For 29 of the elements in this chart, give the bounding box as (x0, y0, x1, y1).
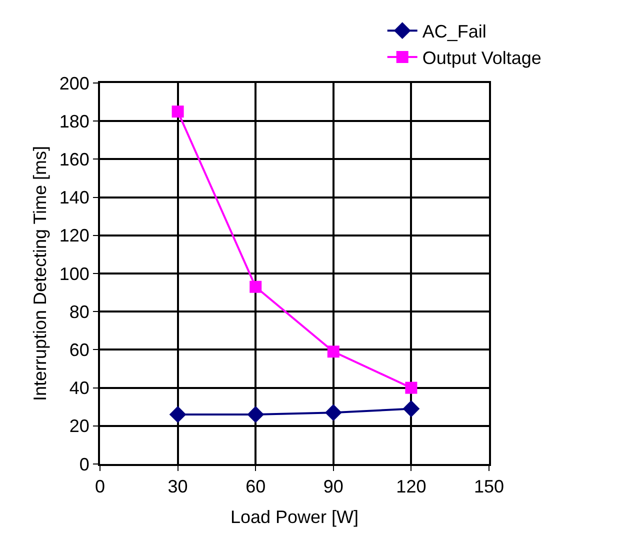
x-tick-label: 90 (323, 476, 344, 497)
point (172, 106, 184, 118)
point (250, 280, 262, 293)
legend-label: AC_Fail (422, 22, 486, 42)
y-tick-label: 200 (59, 73, 90, 94)
legend-label: Output Voltage (422, 48, 542, 68)
x-tick-label: 150 (474, 476, 504, 497)
y-tick-label: 160 (59, 150, 90, 170)
x-axis-title: Load Power [W] (230, 507, 359, 528)
point (402, 400, 420, 418)
x-tick-label: 60 (246, 476, 266, 497)
y-tick-label: 120 (59, 226, 90, 246)
y-tick-label: 180 (59, 111, 90, 132)
y-axis-title: Interruption Detecting Time [ms] (30, 146, 50, 402)
point (405, 382, 418, 394)
point (169, 406, 186, 423)
y-tick-label: 140 (59, 188, 90, 208)
x-tick-label: 120 (396, 476, 426, 497)
y-tick-label: 0 (79, 454, 90, 474)
y-tick-label: 40 (69, 378, 90, 398)
point (327, 346, 340, 358)
x-tick-label: 30 (168, 476, 188, 497)
point (247, 406, 264, 423)
y-tick-label: 20 (69, 416, 90, 436)
y-tick-label: 80 (69, 302, 90, 322)
y-tick-label: 60 (69, 340, 90, 360)
x-tick-label: 0 (94, 476, 106, 497)
point (324, 404, 342, 422)
y-tick-label: 100 (59, 264, 90, 284)
